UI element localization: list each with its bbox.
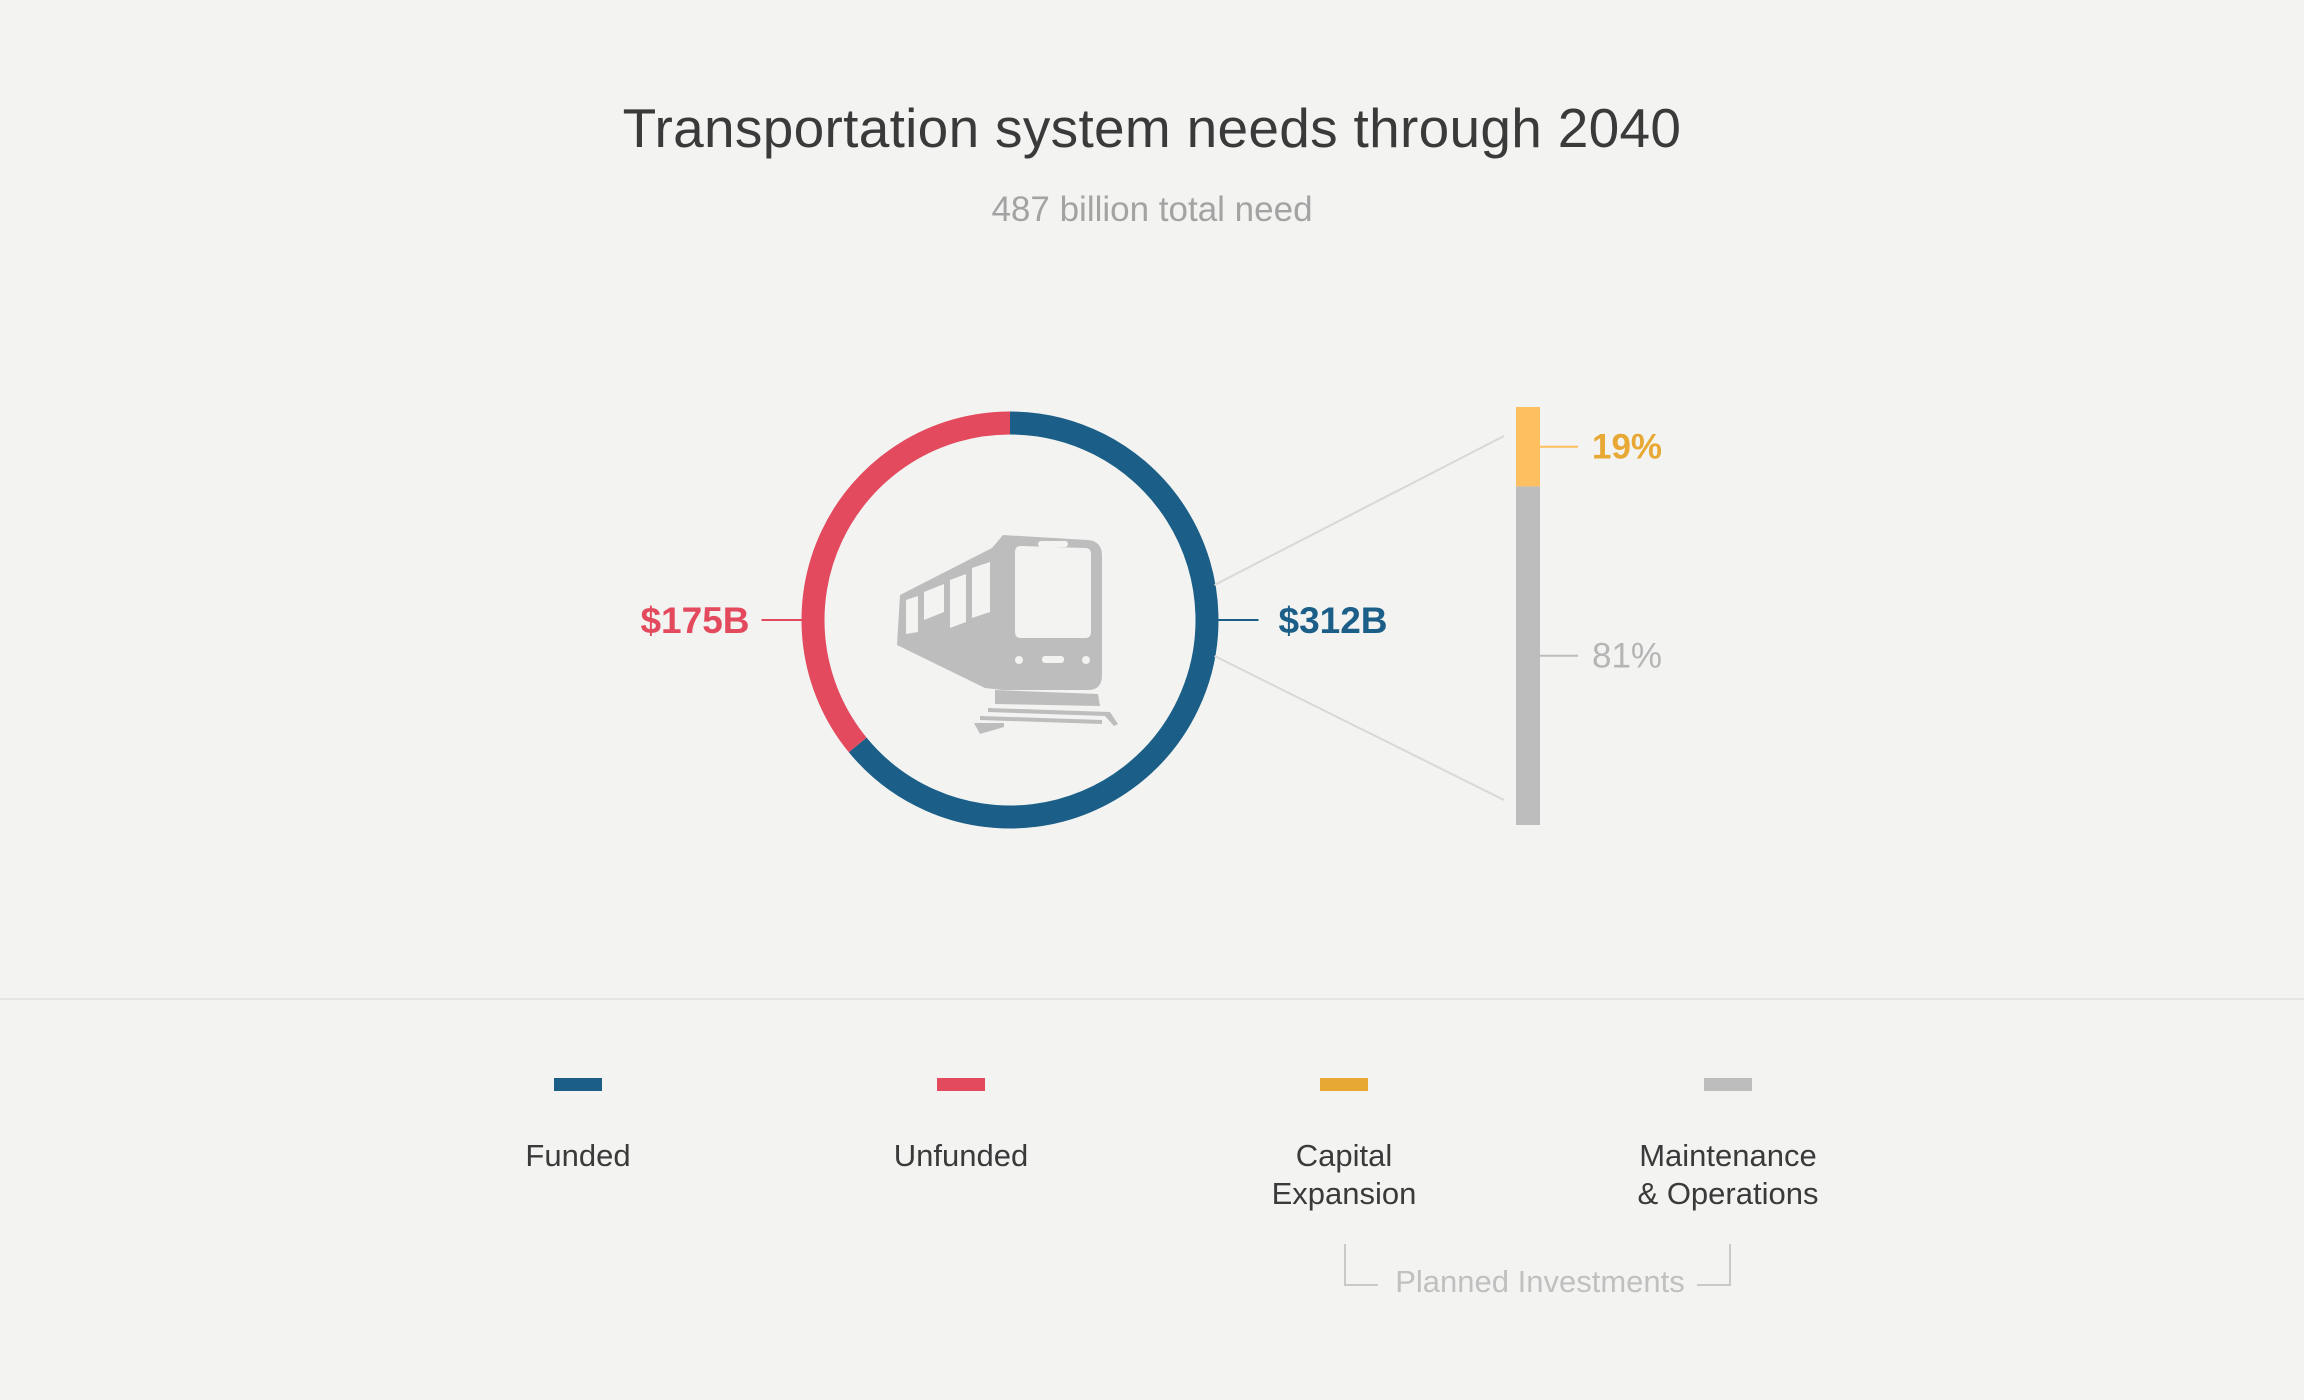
connector-line-top xyxy=(1214,435,1505,586)
funded-value-label: $312B xyxy=(1279,600,1388,641)
bar-segment-label: 81% xyxy=(1592,637,1662,676)
donut-slice-funded xyxy=(848,411,1219,829)
connector-line-bottom xyxy=(1214,655,1505,801)
chart-area: 19% 81% $312B $175B xyxy=(640,407,1662,829)
bar-segment-label: 19% xyxy=(1592,428,1662,467)
donut-slice-unfunded xyxy=(801,411,1011,753)
donut-chart xyxy=(801,411,1219,829)
chart-title: Transportation system needs through 2040 xyxy=(622,97,1682,159)
bar-segment-maintenance-operations xyxy=(1516,486,1540,825)
legend-swatch xyxy=(554,1078,602,1091)
planned-investments-label: Planned Investments xyxy=(1395,1264,1685,1299)
bracket-right-vertical xyxy=(1729,1244,1731,1286)
legend-label: Capital Expansion xyxy=(1271,1138,1417,1211)
legend-label: Unfunded xyxy=(893,1138,1029,1173)
legend-swatch xyxy=(937,1078,985,1091)
legend-label: Maintenance & Operations xyxy=(1637,1138,1819,1211)
divider xyxy=(0,998,2304,1000)
legend-item-funded: Funded xyxy=(428,1078,728,1175)
data-labels: $312B $175B xyxy=(640,600,1387,641)
stacked-bar: 19% 81% xyxy=(1516,407,1662,825)
train-windows xyxy=(906,541,1091,664)
bracket-left-vertical xyxy=(1344,1244,1346,1286)
legend-swatch xyxy=(1704,1078,1752,1091)
legend-item-capital-expansion: Capital Expansion xyxy=(1194,1078,1494,1213)
legend-label: Funded xyxy=(525,1138,631,1173)
bracket-left-horizontal xyxy=(1344,1284,1378,1286)
chart-subtitle: 487 billion total need xyxy=(991,190,1313,229)
legend-swatch xyxy=(1320,1078,1368,1091)
legend-item-unfunded: Unfunded xyxy=(811,1078,1111,1175)
bracket-right-horizontal xyxy=(1697,1284,1731,1286)
bar-segment-capital-expansion xyxy=(1516,407,1540,487)
unfunded-value-label: $175B xyxy=(640,600,749,641)
leader-lines xyxy=(1214,435,1505,801)
legend-item-maintenance-operations: Maintenance & Operations xyxy=(1578,1078,1878,1213)
